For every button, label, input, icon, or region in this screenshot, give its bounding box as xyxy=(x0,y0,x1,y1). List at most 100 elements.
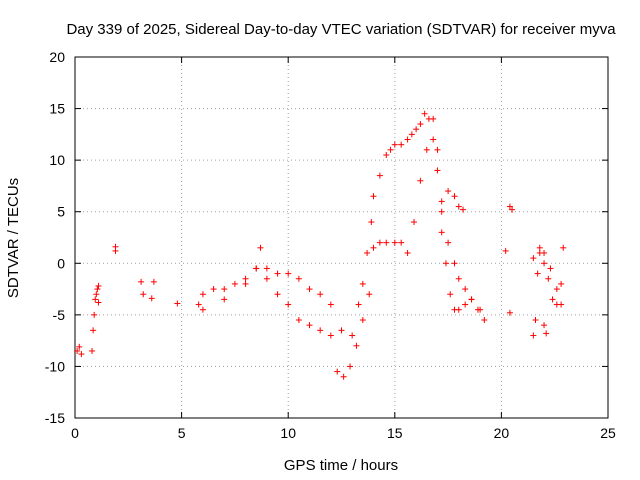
y-tick-label: -10 xyxy=(45,358,65,374)
y-tick-label: -5 xyxy=(53,307,66,323)
data-point-seg-main-upper xyxy=(413,126,420,133)
data-point-seg-main-upper xyxy=(398,141,405,148)
y-tick-label: 20 xyxy=(49,49,65,65)
data-point-seg-main-upper xyxy=(391,141,398,148)
data-point-seg-main-lower xyxy=(263,275,270,282)
data-point-seg-main-lower xyxy=(430,115,437,122)
data-point-seg-early-a xyxy=(78,351,85,358)
chart-title: Day 339 of 2025, Sidereal Day-to-day VTE… xyxy=(66,21,616,38)
data-point-seg-early-b xyxy=(90,327,97,334)
data-point-seg-main-lower xyxy=(398,239,405,246)
data-point-seg-main-upper xyxy=(349,332,356,339)
data-point-seg-main-upper xyxy=(404,136,411,143)
data-point-seg-main-lower xyxy=(306,322,313,329)
data-point-seg-late-f xyxy=(541,260,548,267)
data-point-seg-main-lower xyxy=(391,239,398,246)
data-point-seg-main-upper xyxy=(263,265,270,272)
data-point-seg-main-upper xyxy=(438,198,445,205)
data-point-seg-main-upper xyxy=(317,291,324,298)
data-point-seg-main-upper xyxy=(355,301,362,308)
data-point-seg-early-b xyxy=(89,347,96,354)
data-point-seg-main-lower xyxy=(442,260,449,267)
x-axis-label: GPS time / hours xyxy=(284,457,398,474)
x-tick-label: 10 xyxy=(280,425,296,441)
data-point-seg-early-a xyxy=(74,347,81,354)
data-point-seg-early-b xyxy=(95,299,102,306)
data-point-seg-main-upper xyxy=(387,146,394,153)
x-tick-labels: 0 5 10 15 20 25 xyxy=(71,425,616,441)
data-point-seg-main-upper xyxy=(295,275,302,282)
data-point-seg-late-g xyxy=(558,301,565,308)
y-axis-label: SDTVAR / TECUs xyxy=(5,178,22,298)
data-point-seg-late-f xyxy=(530,332,537,339)
data-point-seg-late-f xyxy=(549,296,556,303)
data-point-seg-late-c xyxy=(468,296,475,303)
y-tick-label: 10 xyxy=(49,152,65,168)
data-point-seg-main-upper xyxy=(338,327,345,334)
data-point-seg-main-lower xyxy=(447,291,454,298)
data-point-seg-main-upper xyxy=(455,203,462,210)
data-point-seg-late-g xyxy=(530,255,537,262)
data-point-seg-main-upper xyxy=(327,301,334,308)
x-tick-label: 5 xyxy=(178,425,186,441)
data-point-seg-main-lower xyxy=(434,146,441,153)
data-point-seg-main-upper xyxy=(430,136,437,143)
data-point-seg-main-lower xyxy=(366,291,373,298)
data-point-seg-main-upper xyxy=(364,249,371,256)
data-point-seg-main-upper xyxy=(445,188,452,195)
data-point-seg-main-lower xyxy=(295,317,302,324)
data-point-seg-late-f xyxy=(534,270,541,277)
plot-frame xyxy=(74,56,609,419)
y-tick-label: -15 xyxy=(45,410,65,426)
data-point-seg-main-upper xyxy=(221,286,228,293)
data-point-seg-main-upper xyxy=(417,121,424,128)
data-point-seg-main-upper xyxy=(210,286,217,293)
data-point-seg-main-lower xyxy=(359,317,366,324)
data-point-seg-main-upper xyxy=(451,193,458,200)
x-tick-label: 15 xyxy=(387,425,403,441)
data-point-seg-late-f xyxy=(532,317,539,324)
data-point-seg-main-lower xyxy=(327,332,334,339)
data-point-seg-late-g xyxy=(547,265,554,272)
y-tick-labels: -15 -10 -5 0 5 10 15 20 xyxy=(45,49,65,426)
data-point-seg-main-upper xyxy=(242,275,249,282)
x-tick-label: 20 xyxy=(494,425,510,441)
data-point-seg-main-upper xyxy=(383,151,390,158)
data-point-seg-late-d xyxy=(502,247,509,254)
data-point-seg-main-lower xyxy=(383,239,390,246)
data-point-seg-main-upper xyxy=(376,172,383,179)
x-tick-label: 25 xyxy=(600,425,616,441)
data-point-seg-main-lower xyxy=(285,301,292,308)
data-point-seg-main-upper xyxy=(359,280,366,287)
data-point-seg-main-lower xyxy=(370,244,377,251)
axis-ticks xyxy=(74,56,609,419)
data-point-seg-main-lower xyxy=(242,280,249,287)
data-point-seg-early-b xyxy=(91,311,98,318)
data-point-seg-isolated-c xyxy=(174,300,181,307)
data-marks xyxy=(74,110,567,380)
data-point-seg-late-f xyxy=(558,280,565,287)
grid xyxy=(75,57,608,418)
data-point-seg-early-b xyxy=(92,296,99,303)
data-point-seg-main-upper xyxy=(368,219,375,226)
data-point-seg-main-lower xyxy=(253,265,260,272)
y-tick-label: 15 xyxy=(49,101,65,117)
x-tick-label: 0 xyxy=(71,425,79,441)
y-tick-label: 0 xyxy=(57,255,65,271)
data-point-seg-late-c xyxy=(455,275,462,282)
data-point-seg-early-b xyxy=(94,286,101,293)
data-point-seg-main-lower xyxy=(274,291,281,298)
data-point-seg-late-c xyxy=(438,229,445,236)
data-point-seg-main-upper xyxy=(408,131,415,138)
data-point-seg-main-lower xyxy=(404,249,411,256)
data-point-seg-isolated-b xyxy=(138,278,145,285)
data-point-seg-early-a xyxy=(76,343,83,350)
data-point-seg-main-lower xyxy=(347,363,354,370)
data-point-seg-isolated-a xyxy=(112,247,119,254)
data-point-seg-main-lower xyxy=(423,146,430,153)
data-point-seg-late-g xyxy=(536,244,543,251)
data-point-seg-main-upper xyxy=(274,270,281,277)
data-point-seg-main-upper xyxy=(370,193,377,200)
data-point-seg-main-lower xyxy=(376,239,383,246)
